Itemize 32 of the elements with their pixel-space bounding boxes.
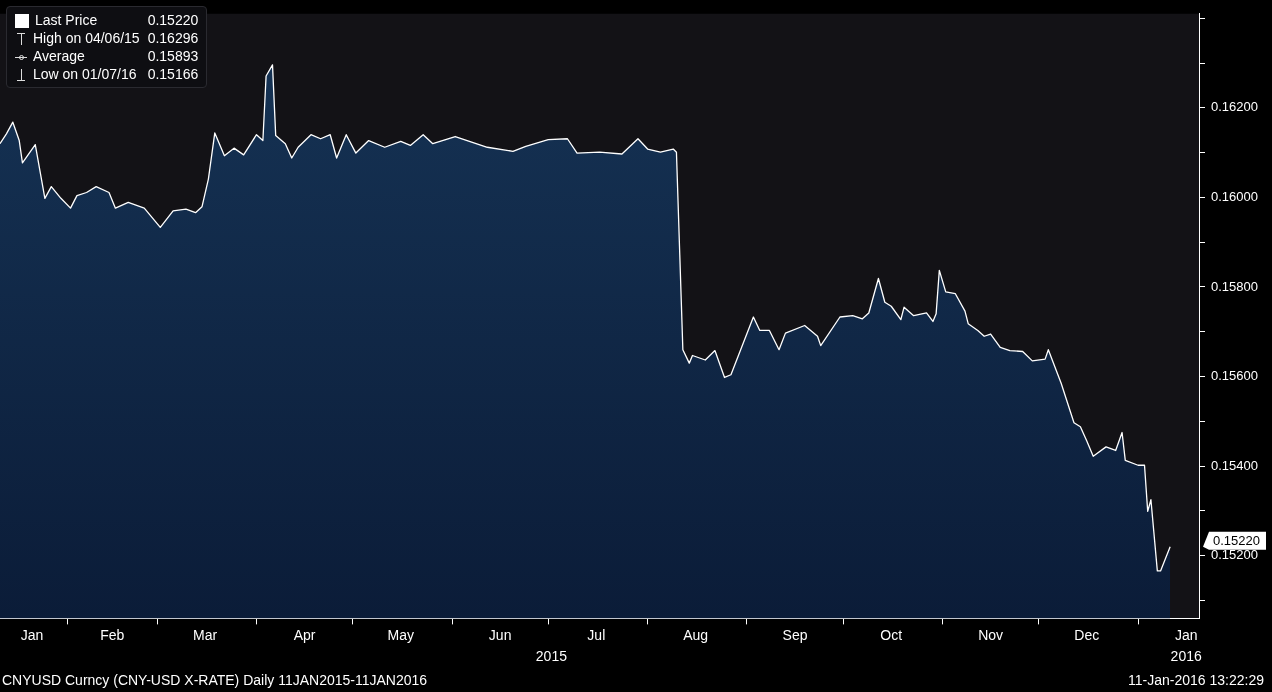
text: 0.15220 xyxy=(1213,533,1261,549)
x-tick-label: Dec xyxy=(1074,626,1100,643)
y-tick-label: 0.16000 xyxy=(1211,189,1259,204)
annotation: High on 04/06/15 xyxy=(32,29,141,47)
x-tick-label: Sep xyxy=(782,626,808,643)
text: CNYUSD Curncy (CNY-USD X-RATE) Daily 11JAN2015-11JAN2016 xyxy=(2,672,428,688)
y-tick-label: 0.16200 xyxy=(1211,99,1259,115)
x-tick-label: Mar xyxy=(193,626,218,643)
x-tick-label: Nov xyxy=(978,626,1004,643)
y-tick-label: 0.15800 xyxy=(1211,278,1259,294)
x-tick-label: Aug xyxy=(683,626,709,643)
annotation: 0.16296 xyxy=(147,29,199,47)
y-tick-label: 0.15400 xyxy=(1211,457,1259,473)
x-tick-label: Jan xyxy=(1174,626,1198,643)
x-tick-label: Jan xyxy=(20,626,44,643)
x2-tick-label: 2016 xyxy=(1170,648,1202,665)
annotation: 0.15220 xyxy=(147,11,199,29)
annotation: Low on 01/07/16 xyxy=(32,65,138,83)
legend-label: Last Price xyxy=(34,11,99,29)
x-tick-label: Oct xyxy=(880,626,903,643)
annotation: Average xyxy=(32,47,86,65)
x2-tick-label: 2015 xyxy=(535,648,568,665)
x-tick-label: Feb xyxy=(100,626,125,643)
annotation: 0.15166 xyxy=(147,65,199,83)
annotation: 0.15893 xyxy=(147,47,199,65)
y-tick-label: 0.15600 xyxy=(1211,368,1259,384)
text: 11-Jan-2016 13:22:29 xyxy=(1128,672,1264,688)
x-tick-label: May xyxy=(387,626,414,643)
x-tick-label: Apr xyxy=(293,626,316,643)
x-tick-label: Jul xyxy=(587,626,606,643)
y-tick-label: 0.15200 xyxy=(1211,547,1259,563)
x-tick-label: Jun xyxy=(488,626,512,643)
